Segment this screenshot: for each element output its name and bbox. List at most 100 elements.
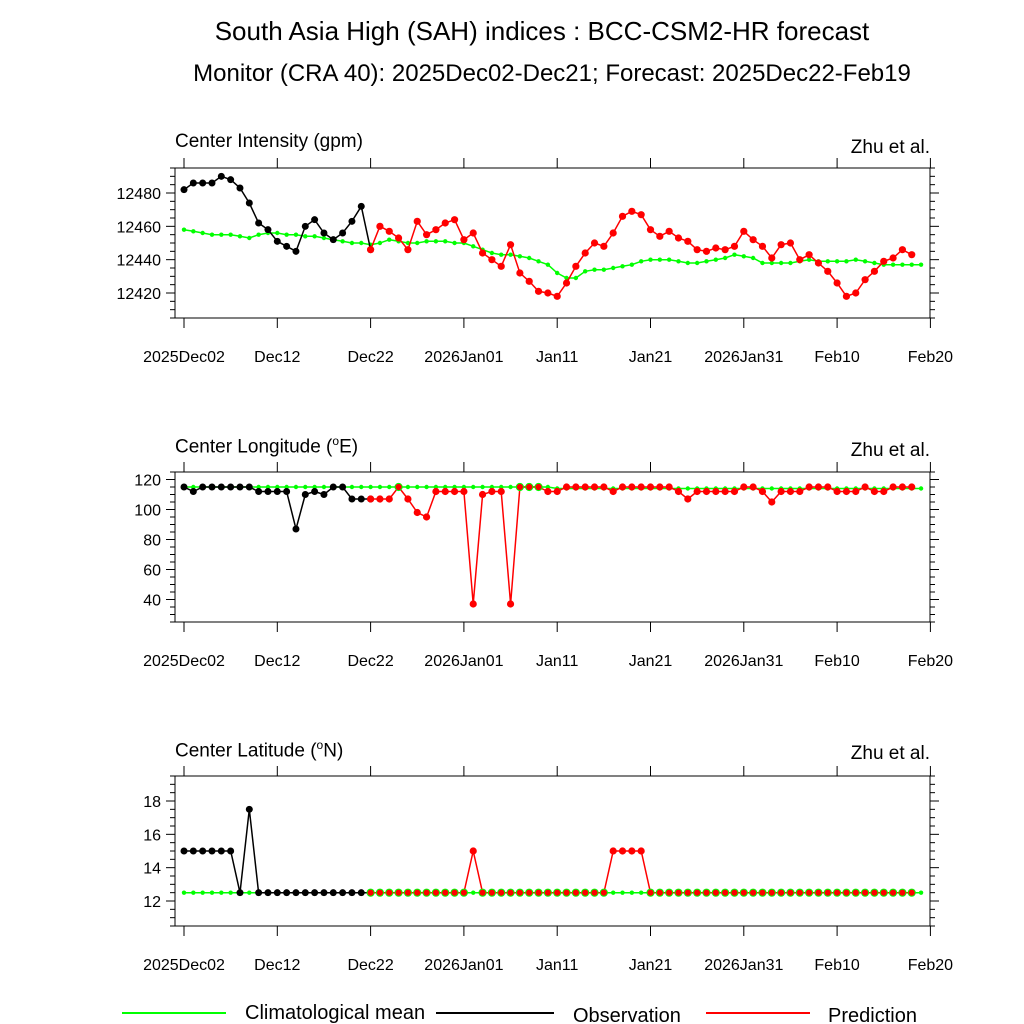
observation-point [255,488,263,495]
observation-point [227,176,235,184]
y-tick-label: 12420 [117,286,162,303]
climatology-point [685,260,691,266]
prediction-point [488,487,496,496]
observation-point [189,488,197,495]
climatology-point [741,254,746,259]
climatology-point [527,255,532,261]
x-tick-label: 2025Dec02 [143,957,225,974]
prediction-point [553,487,561,496]
climatology-point [256,232,261,237]
x-tick-label: 2026Jan31 [704,349,783,366]
observation-point [208,847,216,855]
prediction-point [908,483,916,491]
prediction-point [833,487,841,496]
prediction-point [609,847,617,855]
prediction-point [590,888,599,897]
climatology-point [806,257,812,262]
prediction-point [814,259,823,267]
prediction-point [796,487,804,496]
prediction-point [375,888,385,897]
prediction-point [665,227,673,235]
observation-point [236,184,244,192]
observation-point [264,488,272,495]
climatology-point [200,230,205,236]
climatology-point [349,240,355,246]
prediction-point [571,888,580,897]
x-tick-label: Feb20 [908,349,953,366]
prediction-point [497,487,505,496]
observation-point [227,847,235,855]
observation-point [357,202,365,210]
x-tick-label: Dec12 [254,349,300,366]
climatology-point [284,232,289,237]
credit-label: Zhu et al. [850,137,930,158]
climatology-point [181,227,187,232]
observation-point [245,805,253,813]
observation-point [292,889,300,897]
y-tick-label: 80 [143,533,161,550]
x-tick-label: Feb10 [814,653,859,670]
prediction-point [572,483,580,491]
prediction-point [880,257,888,265]
prediction-point [786,239,795,247]
x-tick-label: Jan21 [629,957,673,974]
climatology-point [247,235,252,241]
prediction-point [711,888,720,897]
climatology-point [312,234,317,239]
prediction-point [637,847,645,855]
climatology-point [685,486,691,491]
climatology-point [769,260,774,266]
climatology-point [769,486,774,491]
climatology-point [610,265,616,271]
climatology-point [573,275,579,281]
prediction-point [506,600,515,608]
climatology-point [228,890,233,895]
observation-point [311,216,319,224]
prediction-point [581,483,589,491]
x-tick-label: 2026Jan01 [424,957,503,974]
prediction-point [674,888,683,897]
prediction-point [758,888,767,897]
prediction-point [441,888,450,897]
prediction-point [842,292,851,300]
climatology-point [359,484,364,490]
climatology-point [480,484,485,490]
prediction-point [777,241,785,249]
prediction-point [833,279,841,287]
x-tick-label: Jan11 [536,653,579,670]
prediction-point [590,483,599,491]
climatology-point [443,239,448,244]
prediction-point [833,888,842,897]
climatology-point [377,240,383,246]
climatology-point [508,484,513,490]
climatology-point [900,262,905,267]
climatology-point [890,262,896,267]
panel-title-longitude: Center Longitude (oE) [175,434,359,458]
climatology-point [181,890,187,895]
prediction-point [394,234,403,242]
climatology-point [601,267,607,272]
observation-point [320,889,328,897]
prediction-point [852,289,860,297]
prediction-point [478,888,487,897]
prediction-point [534,287,543,295]
prediction-point [469,600,477,608]
observation-point [208,483,216,491]
prediction-point [628,207,636,215]
x-tick-label: 2026Jan31 [704,653,783,670]
observation-point [208,179,216,187]
prediction-point [367,495,375,503]
prediction-point [450,888,459,897]
prediction-point [860,888,870,897]
prediction-point [730,888,739,897]
prediction-point [795,888,804,897]
climatology-point [191,229,196,234]
x-tick-label: Dec22 [347,653,393,670]
y-tick-label: 120 [134,473,161,490]
prediction-point [768,498,776,506]
climatology-point [508,252,513,257]
prediction-point [450,487,459,496]
climatology-point [265,484,271,490]
observation-point [189,847,197,855]
climatology-point [321,235,327,241]
